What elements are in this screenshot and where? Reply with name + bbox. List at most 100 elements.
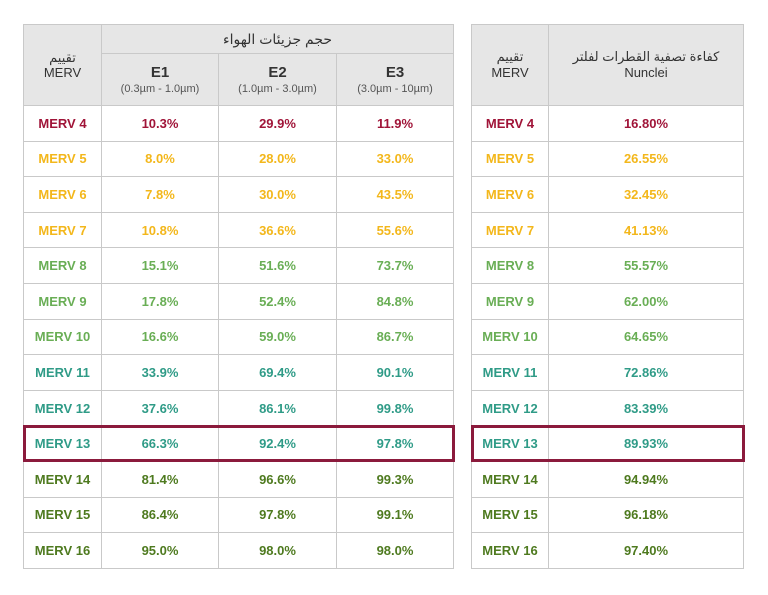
particle-size-table: تقييم MERV حجم جزيئات الهواء E1 (0.3µm -… <box>23 24 455 569</box>
merv-rating-cell: MERV 12 <box>471 389 549 427</box>
e2-value-cell: 52.4% <box>218 282 337 320</box>
e2-column-header: E2 (1.0µm - 3.0µm) <box>218 53 337 106</box>
table-row: MERV 15 86.4% 97.8% 99.1% <box>23 496 455 534</box>
table-row: MERV 6 7.8% 30.0% 43.5% <box>23 176 455 213</box>
table-row: MERV 15 96.18% <box>471 496 744 534</box>
e1-value-cell: 17.8% <box>101 282 219 320</box>
e1-value-cell: 81.4% <box>101 460 219 498</box>
table-row: MERV 8 15.1% 51.6% 73.7% <box>23 247 455 284</box>
merv-rating-cell: MERV 10 <box>471 318 549 356</box>
e3-value-cell: 98.0% <box>335 532 455 569</box>
merv-rating-cell: MERV 6 <box>23 176 102 213</box>
efficiency-value-cell: 97.40% <box>548 532 744 569</box>
e2-value-cell: 97.8% <box>218 496 337 534</box>
e2-value-cell: 86.1% <box>218 389 337 427</box>
efficiency-value-cell: 83.39% <box>548 389 744 427</box>
merv-rating-header-text: تقييم MERV <box>43 50 82 80</box>
table-row: MERV 16 95.0% 98.0% 98.0% <box>23 532 455 569</box>
merv-rating-cell: MERV 4 <box>471 105 549 142</box>
merv-rating-cell: MERV 5 <box>23 140 102 178</box>
table-row: MERV 5 26.55% <box>471 140 744 178</box>
merv-rating-cell: MERV 13 <box>471 425 549 462</box>
merv-rating-header-right: تقييم MERV <box>471 24 549 106</box>
e2-value-cell: 29.9% <box>218 105 337 142</box>
merv-rating-cell: MERV 7 <box>471 211 549 249</box>
merv-rating-cell: MERV 12 <box>23 389 102 427</box>
table-row: MERV 14 81.4% 96.6% 99.3% <box>23 460 455 498</box>
efficiency-value-cell: 16.80% <box>548 105 744 142</box>
e3-value-cell: 33.0% <box>335 140 455 178</box>
droplet-efficiency-header: كفاءة تصفية القطرات لفلتر Nunclei <box>548 24 744 106</box>
table-row: MERV 8 55.57% <box>471 247 744 284</box>
e1-value-cell: 10.3% <box>101 105 219 142</box>
e2-title: E2 <box>268 64 287 81</box>
e1-value-cell: 15.1% <box>101 247 219 284</box>
e1-title: E1 <box>150 64 170 81</box>
e2-value-cell: 98.0% <box>218 532 337 569</box>
efficiency-value-cell: 41.13% <box>548 211 744 249</box>
efficiency-value-cell: 32.45% <box>548 176 744 213</box>
table-row: MERV 13 66.3% 92.4% 97.8% <box>23 425 455 462</box>
efficiency-value-cell: 62.00% <box>548 282 744 320</box>
e1-value-cell: 8.0% <box>101 140 219 178</box>
table-row: MERV 9 17.8% 52.4% 84.8% <box>23 282 455 320</box>
merv-rating-cell: MERV 11 <box>471 354 549 391</box>
merv-rating-header: تقييم MERV <box>23 24 102 106</box>
table-row: MERV 4 10.3% 29.9% 11.9% <box>23 105 455 142</box>
table-row: MERV 12 37.6% 86.1% 99.8% <box>23 389 455 427</box>
e3-value-cell: 97.8% <box>335 425 455 462</box>
e3-column-header: E3 (3.0µm - 10µm) <box>335 53 455 106</box>
table-row: MERV 12 83.39% <box>471 389 744 427</box>
table-row: MERV 7 41.13% <box>471 211 744 249</box>
merv-rating-cell: MERV 6 <box>471 176 549 213</box>
efficiency-value-cell: 96.18% <box>548 496 744 534</box>
e2-value-cell: 92.4% <box>218 425 337 462</box>
merv-rating-cell: MERV 13 <box>23 425 102 462</box>
table-row: MERV 7 10.8% 36.6% 55.6% <box>23 211 455 249</box>
e1-value-cell: 66.3% <box>101 425 219 462</box>
merv-rating-cell: MERV 10 <box>23 318 102 356</box>
merv-rating-header-right-text: تقييم MERV <box>491 49 529 80</box>
efficiency-value-cell: 64.65% <box>548 318 744 356</box>
droplet-efficiency-table: تقييم MERV كفاءة تصفية القطرات لفلتر Nun… <box>471 24 744 569</box>
e1-value-cell: 86.4% <box>101 496 219 534</box>
e3-value-cell: 99.1% <box>335 496 455 534</box>
e3-title: E3 <box>385 64 405 81</box>
e1-value-cell: 10.8% <box>101 211 219 249</box>
e1-column-header: E1 (0.3µm - 1.0µm) <box>101 53 219 106</box>
e1-value-cell: 16.6% <box>101 318 219 356</box>
table-row: MERV 13 89.93% <box>471 425 744 462</box>
particle-size-table-body: MERV 4 10.3% 29.9% 11.9% MERV 5 8.0% 28.0% 33.0… <box>23 105 455 569</box>
e1-value-cell: 33.9% <box>101 354 219 391</box>
merv-rating-cell: MERV 4 <box>23 105 102 142</box>
e3-value-cell: 99.8% <box>335 389 455 427</box>
e2-value-cell: 30.0% <box>218 176 337 213</box>
merv-rating-cell: MERV 9 <box>23 282 102 320</box>
e2-value-cell: 36.6% <box>218 211 337 249</box>
e2-value-cell: 51.6% <box>218 247 337 284</box>
table-row: MERV 10 64.65% <box>471 318 744 356</box>
e3-value-cell: 90.1% <box>335 354 455 391</box>
table-row: MERV 11 72.86% <box>471 354 744 391</box>
e3-value-cell: 73.7% <box>335 247 455 284</box>
merv-rating-cell: MERV 14 <box>23 460 102 498</box>
e2-value-cell: 69.4% <box>218 354 337 391</box>
efficiency-value-cell: 55.57% <box>548 247 744 284</box>
merv-rating-cell: MERV 15 <box>471 496 549 534</box>
merv-rating-cell: MERV 5 <box>471 140 549 178</box>
merv-rating-cell: MERV 14 <box>471 460 549 498</box>
merv-rating-cell: MERV 8 <box>23 247 102 284</box>
e3-value-cell: 55.6% <box>335 211 455 249</box>
e3-value-cell: 86.7% <box>335 318 455 356</box>
merv-rating-cell: MERV 8 <box>471 247 549 284</box>
e2-value-cell: 28.0% <box>218 140 337 178</box>
e3-value-cell: 11.9% <box>335 105 455 142</box>
merv-rating-cell: MERV 11 <box>23 354 102 391</box>
e2-range: (1.0µm - 3.0µm) <box>238 83 317 95</box>
e1-value-cell: 95.0% <box>101 532 219 569</box>
e3-value-cell: 99.3% <box>335 460 455 498</box>
e1-value-cell: 7.8% <box>101 176 219 213</box>
e2-value-cell: 59.0% <box>218 318 337 356</box>
table-row: MERV 10 16.6% 59.0% 86.7% <box>23 318 455 356</box>
table-row: MERV 6 32.45% <box>471 176 744 213</box>
